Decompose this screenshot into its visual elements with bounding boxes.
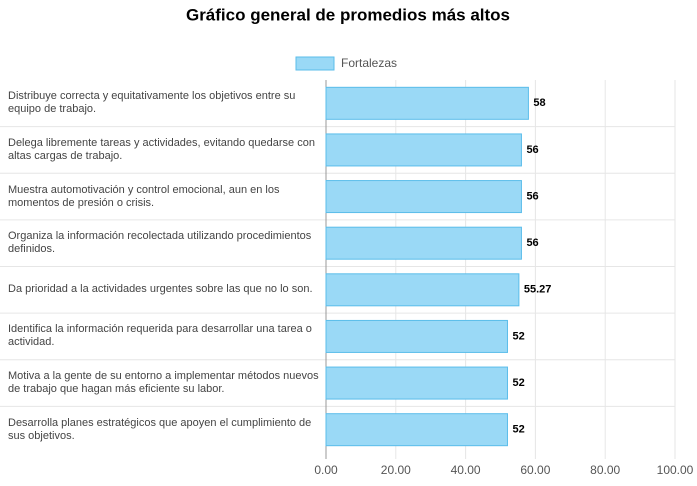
x-tick-label: 0.00 <box>314 463 338 477</box>
category-label: Distribuye correcta y equitativamente lo… <box>8 90 296 116</box>
bar <box>325 180 522 214</box>
bar <box>325 319 508 353</box>
category-label: Delega libremente tareas y actividades, … <box>8 136 315 162</box>
data-label: 56 <box>526 144 538 156</box>
bar <box>325 366 508 400</box>
data-label: 52 <box>512 330 524 342</box>
bar <box>325 413 508 447</box>
x-tick-label: 20.00 <box>381 463 411 477</box>
chart-title: Gráfico general de promedios más altos <box>186 5 510 24</box>
legend-swatch <box>295 56 335 71</box>
data-label: 52 <box>512 424 524 436</box>
x-tick-label: 80.00 <box>590 463 620 477</box>
data-label: 52 <box>512 377 524 389</box>
category-label: Desarrolla planes estratégicos que apoye… <box>8 416 312 442</box>
data-label: 56 <box>526 190 538 202</box>
data-label: 55.27 <box>524 284 552 296</box>
category-label: Muestra automotivación y control emocion… <box>8 183 280 209</box>
x-tick-label: 40.00 <box>451 463 481 477</box>
category-label: Organiza la información recolectada util… <box>8 230 312 256</box>
x-tick-label: 100.00 <box>657 463 694 477</box>
bar <box>325 86 529 120</box>
category-label: Da prioridad a la actividades urgentes s… <box>8 283 313 296</box>
x-tick-label: 60.00 <box>520 463 550 477</box>
bar <box>325 133 522 167</box>
data-label: 56 <box>526 237 538 249</box>
category-label: Identifica la información requerida para… <box>8 323 312 349</box>
category-label: Motiva a la gente de su entorno a implem… <box>8 370 319 396</box>
data-label: 58 <box>533 97 545 109</box>
bar <box>325 226 522 260</box>
legend-label: Fortalezas <box>341 56 397 70</box>
bar <box>325 273 520 307</box>
